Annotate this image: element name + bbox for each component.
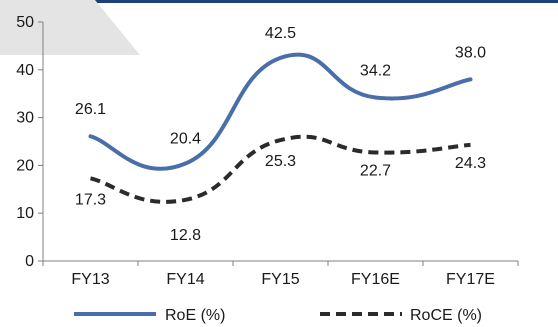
y-tick-label: 40: [16, 62, 34, 79]
y-tick-label: 30: [16, 110, 34, 127]
x-tick-label: FY15: [261, 271, 299, 288]
y-tick-label: 0: [25, 253, 34, 270]
top-accent-bar: [0, 0, 558, 3]
roe-data-label: 34.2: [360, 63, 391, 80]
roe-series-line: [88, 52, 473, 171]
roce-data-label: 22.7: [360, 162, 391, 179]
roe-data-label: 42.5: [265, 25, 296, 42]
roce-data-label: 17.3: [75, 191, 106, 208]
y-tick-label: 10: [16, 205, 34, 222]
roce-data-label: 12.8: [170, 227, 201, 244]
legend: RoE (%) RoCE (%): [74, 307, 482, 324]
roce-data-label: 25.3: [265, 153, 296, 170]
corner-decoration: [0, 0, 140, 55]
roce-data-label: 24.3: [455, 155, 486, 172]
roe-data-label: 26.1: [75, 101, 106, 118]
x-tick-label: FY13: [71, 271, 109, 288]
roce-series-line: [90, 134, 471, 204]
x-tick-label: FY16E: [351, 271, 400, 288]
axes: 0 10 20 30 40 50 FY13 FY14 FY15 FY16E FY17E: [16, 14, 519, 288]
roe-data-label: 38.0: [455, 44, 486, 61]
x-tick-label: FY14: [166, 271, 204, 288]
y-tick-label: 50: [16, 14, 34, 31]
x-tick-label: FY17E: [446, 271, 495, 288]
legend-roe-label: RoE (%): [165, 307, 225, 324]
roe-data-label: 20.4: [170, 130, 201, 147]
series-lines: [88, 52, 473, 204]
y-tick-label: 20: [16, 157, 34, 174]
legend-roce-label: RoCE (%): [410, 307, 482, 324]
data-labels: 26.1 20.4 42.5 34.2 38.0 17.3 12.8 25.3 22.7 24.3: [75, 25, 486, 244]
